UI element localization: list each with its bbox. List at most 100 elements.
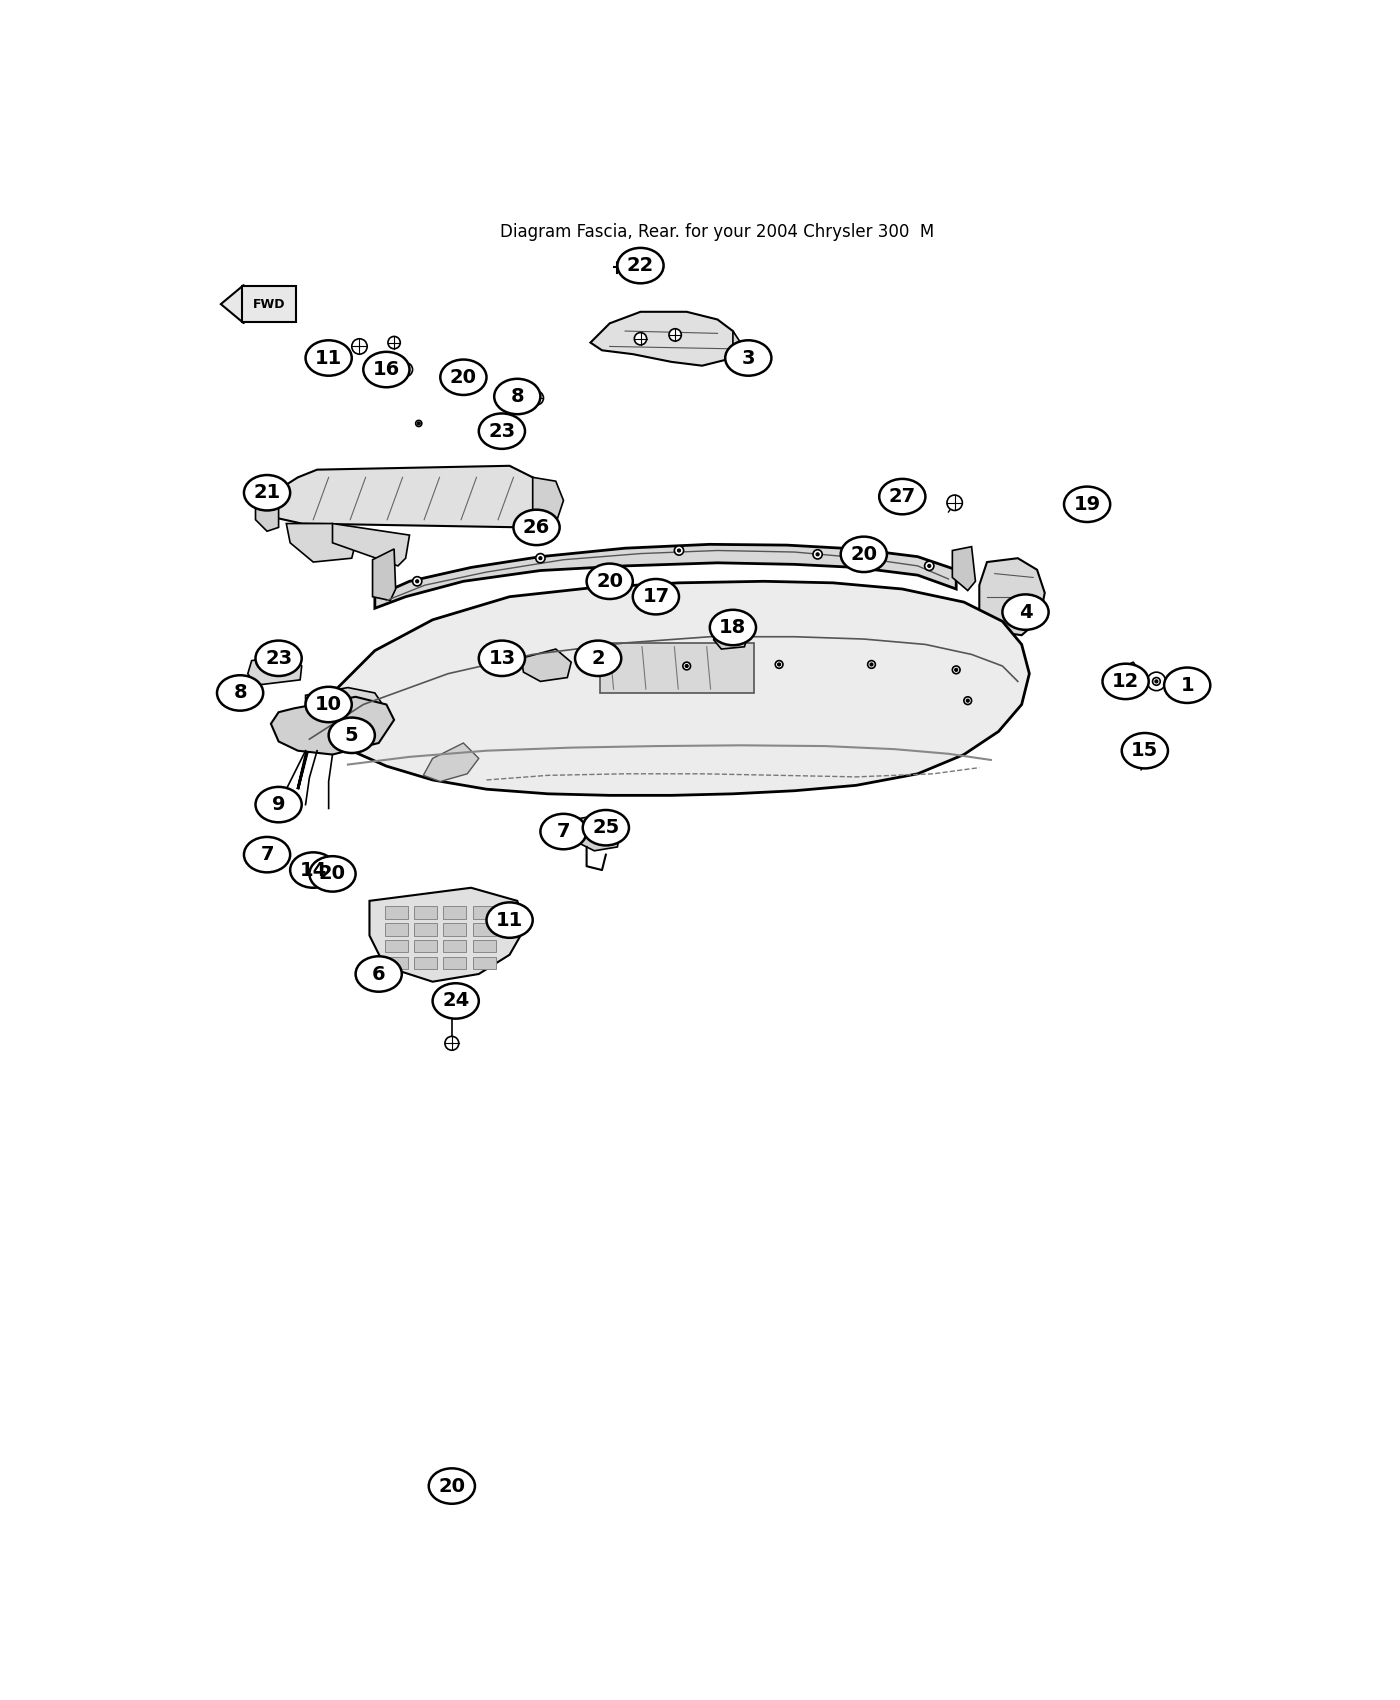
Ellipse shape	[1165, 668, 1211, 704]
Circle shape	[388, 337, 400, 348]
Polygon shape	[734, 332, 764, 374]
Circle shape	[456, 376, 470, 391]
Text: 22: 22	[627, 257, 654, 275]
Circle shape	[536, 554, 545, 563]
Text: 11: 11	[496, 911, 524, 930]
Circle shape	[266, 852, 269, 855]
Text: 5: 5	[344, 726, 358, 745]
Text: FWD: FWD	[253, 298, 286, 311]
Bar	[414, 923, 437, 935]
Bar	[385, 940, 407, 952]
Ellipse shape	[305, 340, 351, 376]
Text: 26: 26	[524, 518, 550, 537]
Circle shape	[1155, 680, 1158, 683]
Text: 1: 1	[1180, 677, 1194, 695]
Ellipse shape	[363, 352, 409, 388]
Ellipse shape	[244, 836, 290, 872]
Circle shape	[868, 661, 875, 668]
Polygon shape	[591, 311, 741, 365]
Circle shape	[232, 687, 248, 702]
Text: 12: 12	[1112, 672, 1140, 690]
Circle shape	[928, 564, 931, 568]
Text: 23: 23	[489, 422, 515, 440]
Circle shape	[963, 697, 972, 704]
Ellipse shape	[725, 340, 771, 376]
Text: 8: 8	[234, 683, 246, 702]
Text: 3: 3	[742, 348, 755, 367]
Bar	[385, 906, 407, 918]
Circle shape	[416, 420, 421, 427]
Circle shape	[1088, 496, 1103, 512]
Circle shape	[603, 578, 616, 592]
Circle shape	[650, 595, 658, 605]
Circle shape	[966, 699, 969, 702]
Polygon shape	[375, 544, 956, 609]
Circle shape	[813, 549, 822, 559]
Polygon shape	[287, 524, 356, 563]
Text: 20: 20	[319, 864, 346, 884]
Polygon shape	[571, 814, 622, 850]
Ellipse shape	[255, 641, 302, 677]
Text: 20: 20	[438, 1477, 465, 1496]
Ellipse shape	[575, 641, 622, 677]
Circle shape	[445, 1037, 459, 1051]
Circle shape	[260, 847, 274, 860]
Bar	[414, 957, 437, 969]
Text: 24: 24	[442, 991, 469, 1010]
Circle shape	[529, 391, 543, 405]
Circle shape	[561, 828, 566, 831]
Polygon shape	[952, 547, 976, 590]
Polygon shape	[714, 620, 749, 649]
Circle shape	[857, 551, 871, 564]
Text: 4: 4	[1019, 602, 1032, 622]
Circle shape	[417, 422, 420, 425]
Ellipse shape	[244, 474, 290, 510]
Circle shape	[669, 328, 682, 342]
Circle shape	[869, 663, 874, 666]
Circle shape	[955, 668, 958, 672]
Text: 16: 16	[372, 360, 400, 379]
Text: Diagram Fascia, Rear. for your 2004 Chrysler 300  M: Diagram Fascia, Rear. for your 2004 Chry…	[500, 223, 935, 241]
Circle shape	[1140, 673, 1142, 677]
Bar	[601, 643, 755, 694]
Text: 7: 7	[260, 845, 274, 864]
Text: 23: 23	[265, 649, 293, 668]
Ellipse shape	[587, 564, 633, 598]
Text: 6: 6	[372, 964, 385, 984]
Polygon shape	[305, 687, 382, 724]
Text: 20: 20	[449, 367, 477, 388]
Circle shape	[619, 265, 627, 274]
Circle shape	[272, 801, 286, 814]
Circle shape	[445, 996, 459, 1010]
Circle shape	[351, 338, 367, 354]
Bar	[444, 940, 466, 952]
Ellipse shape	[617, 248, 664, 284]
Ellipse shape	[479, 413, 525, 449]
Bar	[414, 906, 437, 918]
Circle shape	[413, 576, 421, 586]
Circle shape	[683, 663, 690, 670]
Circle shape	[634, 333, 647, 345]
Circle shape	[1140, 745, 1154, 760]
Circle shape	[399, 362, 413, 376]
Text: 18: 18	[720, 619, 746, 638]
Bar	[473, 957, 496, 969]
Bar	[414, 940, 437, 952]
Ellipse shape	[255, 787, 302, 823]
Ellipse shape	[1121, 733, 1168, 768]
Ellipse shape	[309, 857, 356, 891]
Ellipse shape	[433, 983, 479, 1018]
Text: 8: 8	[511, 388, 524, 406]
Text: 13: 13	[489, 649, 515, 668]
Text: 19: 19	[1074, 495, 1100, 513]
Circle shape	[595, 654, 598, 658]
Text: 2: 2	[591, 649, 605, 668]
Ellipse shape	[1103, 663, 1148, 699]
Circle shape	[816, 552, 819, 556]
Text: 25: 25	[592, 818, 619, 836]
Text: 21: 21	[253, 483, 280, 502]
Bar	[444, 923, 466, 935]
Text: 15: 15	[1131, 741, 1158, 760]
Polygon shape	[423, 743, 479, 782]
Circle shape	[312, 867, 315, 870]
